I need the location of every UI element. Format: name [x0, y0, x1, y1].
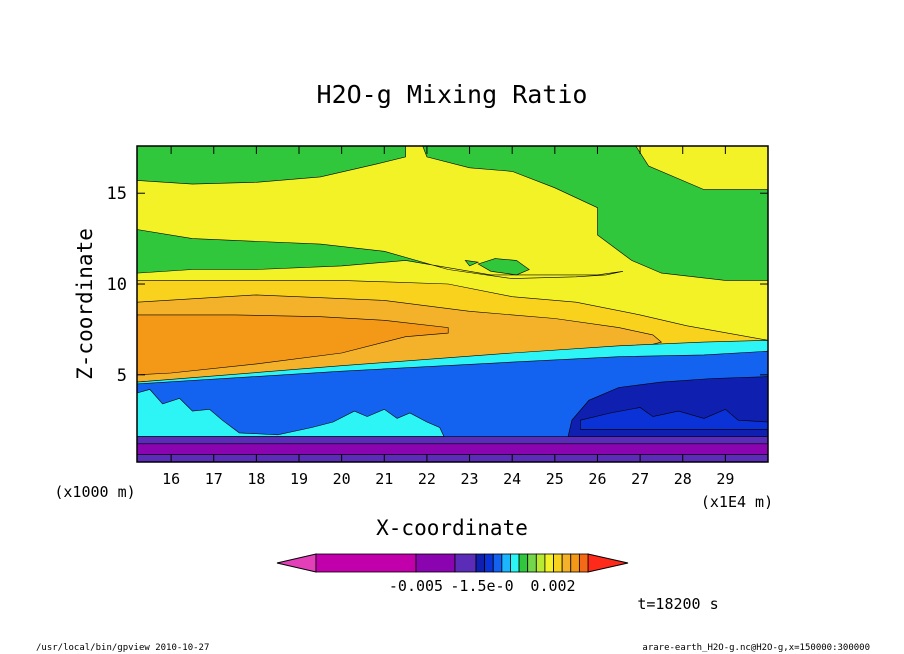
contour-region-5	[136, 314, 449, 376]
footer-left: /usr/local/bin/gpview 2010-10-27	[36, 643, 209, 653]
x-tick-label-2: 18	[247, 470, 265, 488]
colorbar-segment-8	[518, 553, 529, 573]
colorbar-segment-1	[415, 553, 456, 573]
time-label: t=18200 s	[637, 595, 718, 613]
colorbar-segment-2	[454, 553, 477, 573]
y-tick-label-2: 15	[107, 184, 127, 204]
colorbar-right-arrow	[587, 553, 629, 573]
colorbar-segment-4	[484, 553, 494, 573]
x-tick-label-12: 28	[674, 470, 692, 488]
x-tick-label-13: 29	[716, 470, 734, 488]
x-tick-label-9: 25	[546, 470, 564, 488]
colorbar-segment-10	[535, 553, 546, 573]
plot-area	[136, 145, 769, 463]
x-tick-label-0: 16	[162, 470, 180, 488]
colorbar-segment-7	[510, 553, 520, 573]
colorbar-segment-11	[544, 553, 554, 573]
contour-region-11	[136, 436, 769, 445]
colorbar-label-2: 0.002	[530, 577, 575, 595]
contour-region-14	[477, 258, 530, 276]
x-tick-label-7: 23	[461, 470, 479, 488]
x-tick-label-5: 21	[375, 470, 393, 488]
contour-region-13	[136, 454, 769, 463]
chart-title: H2O-g Mixing Ratio	[317, 80, 588, 109]
x-tick-label-8: 24	[503, 470, 521, 488]
footer-right: arare-earth_H2O-g.nc@H2O-g,x=150000:3000…	[642, 643, 870, 653]
x-tick-label-10: 26	[588, 470, 606, 488]
y-tick-label-1: 10	[107, 275, 127, 295]
x-axis-unit: (x1E4 m)	[701, 493, 773, 511]
colorbar-segment-5	[492, 553, 503, 573]
y-axis: 5 10 15	[107, 184, 768, 386]
colorbar: -0.005 -1.5e-0 0.002	[276, 553, 629, 595]
colorbar-segment-15	[578, 553, 589, 573]
colorbar-segment-13	[561, 553, 572, 573]
x-tick-label-6: 22	[418, 470, 436, 488]
x-tick-label-4: 20	[333, 470, 351, 488]
contour-region-12	[136, 443, 769, 456]
colorbar-label-1: -1.5e-0	[450, 577, 513, 595]
colorbar-segment-6	[501, 553, 511, 573]
colorbar-segment-12	[553, 553, 563, 573]
x-axis-label: X-coordinate	[376, 516, 528, 540]
contour-region-15	[464, 259, 480, 267]
y-axis-unit: (x1000 m)	[54, 483, 135, 501]
contour-region-10	[580, 407, 769, 430]
plot-frame	[136, 145, 769, 463]
colorbar-segment-0	[315, 553, 417, 573]
colorbar-label-0: -0.005	[389, 577, 443, 595]
x-axis: 16 17 18 19 20 21 22 23 24 25 26 27 28 29	[162, 146, 734, 488]
colorbar-left-arrow	[276, 553, 317, 573]
y-axis-label: Z-coordinate	[73, 228, 97, 380]
colorbar-segment-9	[527, 553, 537, 573]
x-tick-label-3: 19	[290, 470, 308, 488]
y-tick-label-0: 5	[117, 366, 127, 386]
colorbar-segment-3	[475, 553, 486, 573]
x-tick-label-1: 17	[205, 470, 223, 488]
x-tick-label-11: 27	[631, 470, 649, 488]
colorbar-segment-14	[570, 553, 580, 573]
contour-region-8	[136, 389, 445, 437]
